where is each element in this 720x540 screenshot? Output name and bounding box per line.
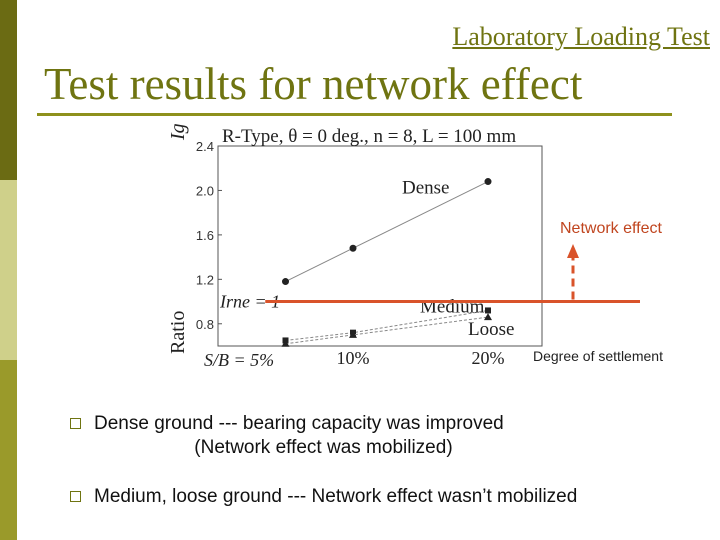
y-tick-label: 2.0 — [196, 183, 214, 198]
data-point-loose — [281, 339, 290, 347]
bullet-medium-loose-text: Medium, loose ground --- Network effect … — [94, 486, 578, 507]
data-point-dense — [282, 278, 289, 286]
y-axis-label-top: Ig — [170, 123, 189, 141]
data-point-loose — [484, 313, 492, 321]
data-point-medium — [485, 307, 491, 314]
page-title: Test results for network effect — [44, 59, 583, 109]
y-tick-label: 1.6 — [196, 228, 214, 243]
chart-svg: R-Type, θ = 0 deg., n = 8, L = 100 mm 2.4… — [170, 123, 543, 370]
y-tick-label: 1.2 — [196, 272, 214, 287]
chart: R-Type, θ = 0 deg., n = 8, L = 100 mm 2.4… — [170, 118, 550, 370]
x-tick-label: 20% — [472, 348, 505, 368]
network-effect-label: Network effect — [560, 220, 662, 237]
plot-frame — [217, 145, 543, 347]
section-title: Laboratory Loading Test — [452, 22, 710, 51]
x-axis-label: S/B = 5% — [204, 350, 274, 370]
side-bar-light — [0, 180, 17, 360]
data-point-dense — [349, 244, 357, 252]
x-tick-label: 10% — [337, 348, 370, 368]
data-point-dense — [484, 178, 492, 186]
chart-title: R-Type, θ = 0 deg., n = 8, L = 100 mm — [222, 126, 516, 147]
side-bar-olive — [0, 360, 17, 540]
y-tick-label: 2.4 — [196, 139, 214, 154]
series-label-medium: Medium — [420, 296, 485, 317]
series-label-loose: Loose — [468, 319, 514, 340]
series-line-dense — [285, 181, 489, 283]
reference-line-label: Irne = 1 — [219, 292, 280, 312]
degree-of-settlement-label: Degree of settlement — [533, 348, 663, 364]
side-bar-dark — [0, 0, 17, 180]
y-tick-label: 0.8 — [196, 317, 214, 332]
series-line-loose — [285, 316, 489, 345]
data-point-loose — [349, 330, 357, 338]
network-effect-arrow-head — [567, 244, 579, 258]
title-rule — [37, 113, 672, 116]
y-axis-label-side: Ratio — [170, 311, 189, 354]
bullet-dense-text: Dense ground --- bearing capacity was im… — [94, 413, 504, 458]
series-label-dense: Dense — [402, 178, 449, 199]
bullet-square-icon — [70, 418, 81, 429]
bullet-square-icon — [70, 491, 81, 502]
